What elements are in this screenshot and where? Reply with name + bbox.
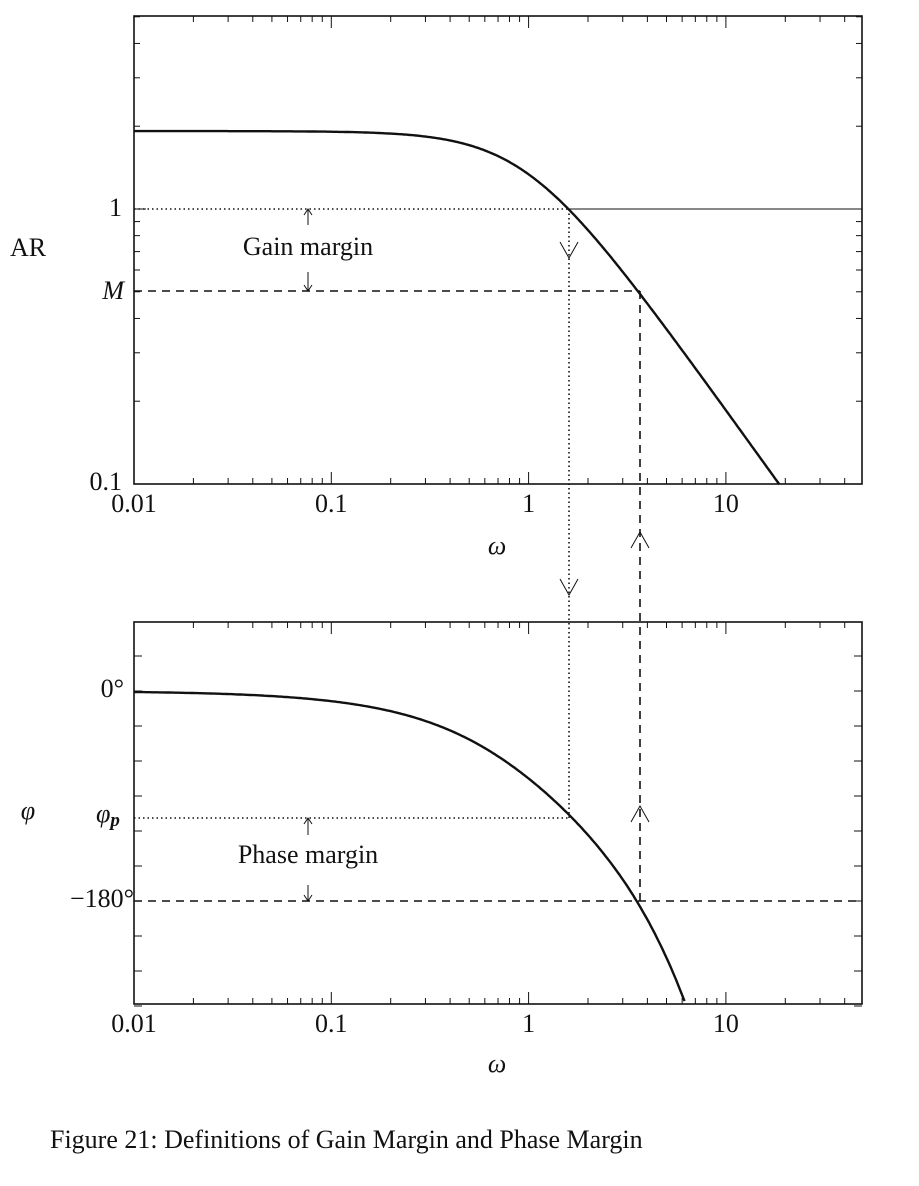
y-label: φ [21, 796, 35, 825]
caption: Figure 21: Definitions of Gain Margin an… [50, 1125, 643, 1154]
y-tick-label: 1 [109, 193, 122, 222]
arrowhead [303, 894, 313, 902]
subscript: p [108, 810, 120, 831]
x-tick-label: 1 [522, 489, 535, 518]
margin-level-label: φp [96, 799, 120, 831]
plot-frame [133, 621, 863, 1005]
annotation: Phase margin [238, 840, 378, 869]
phi: φ [96, 799, 110, 828]
magnitude-curve [134, 129, 781, 485]
x-tick-label: 0.1 [315, 1009, 348, 1038]
x-tick-label: 0.01 [111, 1009, 157, 1038]
x-tick-label: 1 [522, 1009, 535, 1038]
arrowhead [559, 241, 579, 260]
y-label: AR [10, 233, 47, 262]
arrowhead [630, 530, 650, 549]
margin-level-label: M [101, 276, 125, 305]
x-tick-label: 0.1 [315, 489, 348, 518]
phase-curve [134, 690, 686, 1002]
arrowhead [303, 208, 313, 216]
arrowhead [630, 804, 650, 823]
y-tick-label: −180° [70, 884, 134, 913]
x-tick-label: 10 [713, 1009, 739, 1038]
annotation: Gain margin [243, 232, 373, 261]
y-tick-label: 0° [101, 674, 124, 703]
y-tick-label: 0.1 [90, 467, 123, 496]
arrowhead [303, 817, 313, 825]
x-label: ω [488, 1049, 506, 1078]
x-label: ω [488, 531, 506, 560]
x-tick-label: 10 [713, 489, 739, 518]
x-tick-label: 0.01 [111, 489, 157, 518]
arrowhead [303, 284, 313, 292]
arrowhead [559, 578, 579, 597]
